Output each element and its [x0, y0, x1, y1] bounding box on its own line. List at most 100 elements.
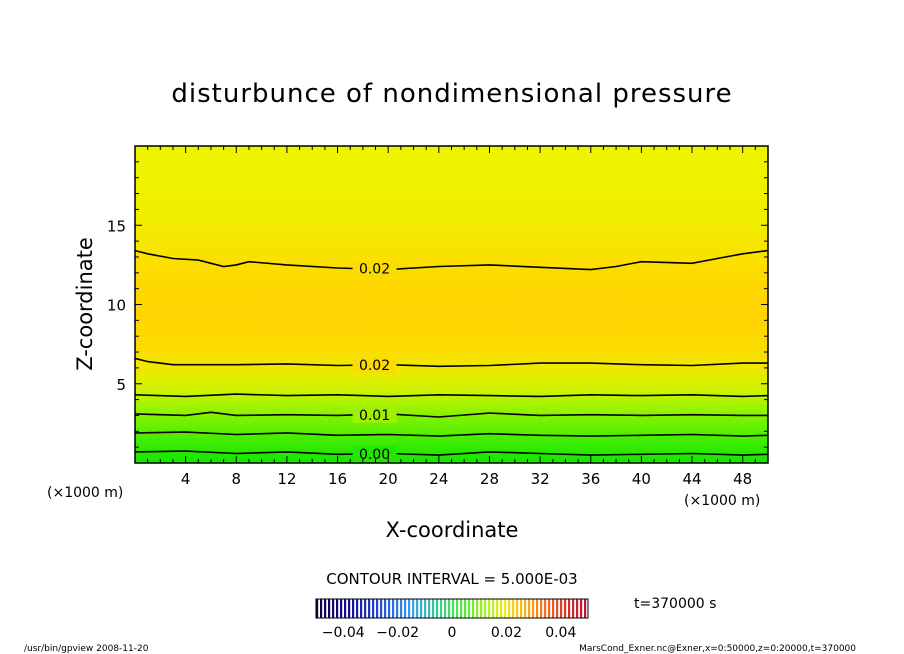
contour-label-bg — [352, 357, 397, 374]
colorbar-cell — [456, 599, 459, 618]
colorbar-cell — [580, 599, 583, 618]
colorbar-cell — [400, 599, 403, 618]
colorbar-cell — [408, 599, 411, 618]
x-tick-label: 12 — [277, 470, 296, 488]
colorbar-cell — [396, 599, 399, 618]
colorbar-cell — [552, 599, 555, 618]
x-tick-label: 32 — [531, 470, 550, 488]
colorbar-cell — [328, 599, 331, 618]
colorbar-cell — [392, 599, 395, 618]
colorbar-cell — [436, 599, 439, 618]
colorbar-cell — [424, 599, 427, 618]
colorbar-cell — [352, 599, 355, 618]
colorbar-cell — [536, 599, 539, 618]
colorbar-cell — [572, 599, 575, 618]
footer-left: /usr/bin/gpview 2008-11-20 — [24, 644, 149, 654]
colorbar-tick-label: 0 — [448, 625, 457, 641]
colorbar-cell — [384, 599, 387, 618]
colorbar-cell — [380, 599, 383, 618]
contour-line — [135, 431, 768, 437]
colorbar-cell — [356, 599, 359, 618]
colorbar-cell — [500, 599, 503, 618]
contour-interval: CONTOUR INTERVAL = 5.000E-03 — [326, 570, 577, 588]
colorbar-cell — [556, 599, 559, 618]
colorbar-cell — [532, 599, 535, 618]
colorbar-cell — [568, 599, 571, 618]
colorbar-tick-label: −0.02 — [376, 625, 419, 641]
footer-right: MarsCond_Exner.nc@Exner,x=0:50000,z=0:20… — [579, 644, 856, 654]
colorbar-cell — [364, 599, 367, 618]
colorbar-cell — [360, 599, 363, 618]
colorbar-cell — [332, 599, 335, 618]
x-axis-label: X-coordinate — [386, 518, 519, 542]
colorbar — [315, 598, 589, 619]
x-unit-right: (×1000 m) — [684, 493, 760, 509]
x-tick-label: 40 — [632, 470, 651, 488]
colorbar-cell — [516, 599, 519, 618]
x-tick-label: 4 — [181, 470, 191, 488]
x-tick-label: 28 — [480, 470, 499, 488]
x-unit-left: (×1000 m) — [47, 485, 123, 501]
x-tick-label: 48 — [733, 470, 752, 488]
colorbar-cell — [344, 599, 347, 618]
colorbar-cell — [320, 599, 323, 618]
colorbar-cell — [464, 599, 467, 618]
colorbar-cell — [576, 599, 579, 618]
contour-label-bg — [352, 445, 397, 462]
colorbar-frame — [315, 598, 589, 619]
colorbar-cell — [544, 599, 547, 618]
contour-labels: 0.00 0.01 0.02 0.02 — [352, 260, 397, 463]
y-tick-label: 10 — [107, 297, 126, 315]
colorbar-tick-label: 0.02 — [491, 625, 522, 641]
colorbar-cell — [404, 599, 407, 618]
colorbar-cell — [460, 599, 463, 618]
colorbar-cell — [564, 599, 567, 618]
x-tick-label: 8 — [232, 470, 242, 488]
plot-field — [135, 146, 768, 463]
colorbar-cell — [336, 599, 339, 618]
colorbar-cell — [468, 599, 471, 618]
colorbar-cell — [584, 599, 587, 618]
colorbar-cell — [484, 599, 487, 618]
colorbar-cell — [316, 599, 319, 618]
colorbar-tick-label: 0.04 — [545, 625, 576, 641]
x-tick-label: 36 — [581, 470, 600, 488]
colorbar-cell — [420, 599, 423, 618]
colorbar-cell — [480, 599, 483, 618]
colorbar-cell — [448, 599, 451, 618]
contour-line — [135, 411, 768, 418]
contour-label-bg — [352, 260, 397, 277]
colorbar-cell — [340, 599, 343, 618]
colorbar-cell — [472, 599, 475, 618]
contour-label: 0.02 — [359, 262, 390, 278]
colorbar-cell — [488, 599, 491, 618]
colorbar-cell — [388, 599, 391, 618]
contour-label: 0.01 — [359, 408, 390, 424]
colorbar-tick-label: −0.04 — [322, 625, 365, 641]
x-tick-label: 16 — [328, 470, 347, 488]
colorbar-ticks: −0.04 −0.02 0 0.02 0.04 — [322, 625, 577, 641]
colorbar-cell — [476, 599, 479, 618]
x-axis: 4 8 12 16 20 24 28 32 36 40 44 48 — [134, 146, 769, 488]
colorbar-cell — [508, 599, 511, 618]
colorbar-cell — [412, 599, 415, 618]
colorbar-cell — [428, 599, 431, 618]
colorbar-cell — [540, 599, 543, 618]
chart-title: disturbunce of nondimensional pressure — [171, 79, 732, 109]
contour-line — [135, 450, 768, 456]
colorbar-cell — [512, 599, 515, 618]
colorbar-cell — [524, 599, 527, 618]
time-label: t=370000 s — [634, 596, 716, 612]
contour-label: 0.00 — [359, 447, 390, 463]
contour-label: 0.02 — [359, 358, 390, 374]
y-tick-label: 5 — [116, 376, 126, 394]
colorbar-cell — [520, 599, 523, 618]
colorbar-cell — [440, 599, 443, 618]
colorbar-cell — [548, 599, 551, 618]
colorbar-cell — [452, 599, 455, 618]
x-tick-label: 20 — [379, 470, 398, 488]
contour-line — [135, 357, 768, 368]
colorbar-cell — [416, 599, 419, 618]
colorbar-cell — [528, 599, 531, 618]
